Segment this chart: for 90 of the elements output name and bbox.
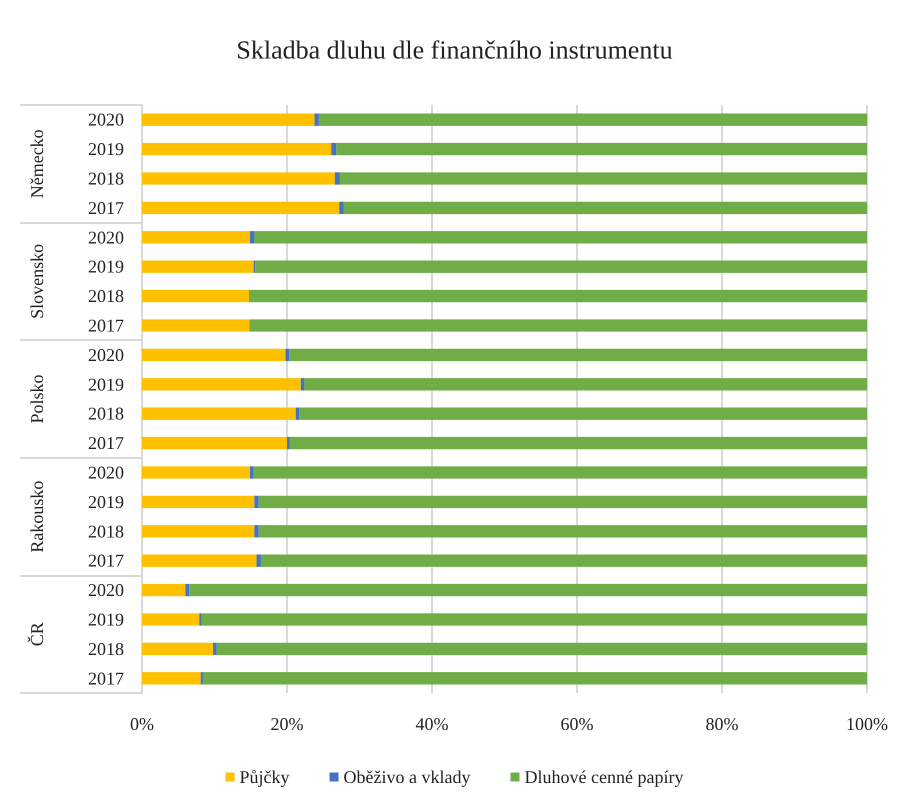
x-tick-label: 0% — [130, 714, 154, 734]
bar — [296, 408, 300, 420]
bar — [287, 436, 290, 450]
bar — [142, 466, 250, 479]
bar — [339, 202, 344, 214]
bar — [331, 142, 336, 156]
bar — [300, 378, 304, 390]
bar — [142, 525, 254, 538]
bar — [254, 466, 867, 479]
text: Německo — [27, 129, 47, 198]
bar — [142, 496, 254, 508]
bar — [142, 172, 335, 185]
text: ČR — [27, 622, 47, 646]
bar — [142, 613, 200, 626]
bar — [142, 290, 250, 302]
y-tick-label: 2020 — [88, 344, 124, 365]
bar — [334, 172, 340, 185]
bar — [290, 436, 867, 450]
y-tick-label: 2019 — [88, 139, 124, 160]
bar — [249, 319, 867, 332]
bar — [256, 554, 261, 567]
bar — [142, 202, 340, 214]
y-tick-label: 2018 — [88, 521, 124, 542]
bar — [318, 114, 867, 126]
bar — [289, 348, 867, 362]
bar — [189, 584, 867, 596]
x-tick-label: 40% — [416, 714, 448, 734]
bar — [286, 348, 290, 362]
bar — [255, 260, 867, 273]
bar — [142, 584, 186, 596]
bar — [186, 584, 190, 596]
bar — [216, 642, 867, 656]
bar — [250, 231, 254, 244]
y-tick-label: 2020 — [88, 110, 124, 130]
bar — [258, 496, 867, 508]
bar — [344, 202, 867, 214]
y-tick-label: 2018 — [88, 404, 124, 424]
bar — [250, 290, 867, 302]
y-tick-label: 2018 — [88, 638, 124, 659]
text: Slovensko — [27, 244, 47, 319]
x-tick-label: 100% — [846, 714, 888, 734]
y-tick-label: 2020 — [88, 462, 124, 482]
bar — [258, 525, 867, 538]
bar — [260, 554, 867, 567]
legend-label: Oběživo a vklady — [344, 767, 471, 787]
y-tick-label: 2019 — [88, 256, 124, 277]
y-tick-label: 2018 — [88, 286, 124, 306]
bar — [201, 613, 867, 626]
y-tick-label: 2019 — [88, 492, 124, 512]
bar — [250, 466, 254, 479]
legend-label: Půjčky — [240, 767, 290, 787]
x-tick-label: 80% — [706, 714, 738, 734]
y-tick-label: 2019 — [88, 610, 124, 630]
y-tick-label: 2017 — [88, 550, 124, 571]
bar — [142, 260, 254, 273]
y-tick-label: 2017 — [88, 433, 124, 454]
bar — [142, 142, 332, 156]
x-tick-label: 60% — [560, 714, 594, 734]
bar — [314, 114, 319, 126]
bar — [336, 142, 867, 156]
bar — [202, 672, 867, 684]
bar — [142, 114, 315, 126]
text: Polsko — [27, 374, 47, 424]
y-tick-label: 2017 — [88, 198, 124, 218]
bar — [304, 378, 867, 390]
bar — [254, 496, 259, 508]
bar — [142, 231, 250, 244]
y-tick-label: 2020 — [88, 580, 124, 600]
bar — [142, 378, 301, 390]
bar — [340, 172, 867, 185]
y-tick-label: 2018 — [88, 168, 124, 188]
bar — [142, 436, 287, 450]
bar — [142, 554, 257, 567]
bar — [213, 642, 217, 656]
y-tick-label: 2020 — [88, 227, 124, 248]
y-tick-label: 2019 — [88, 374, 124, 394]
x-tick-label: 20% — [270, 714, 304, 734]
bar — [142, 319, 250, 332]
bar — [254, 525, 259, 538]
bar — [254, 231, 867, 244]
chart-title: Skladba dluhu dle finančního instrumentu — [236, 36, 673, 64]
y-tick-label: 2017 — [88, 316, 124, 336]
bar — [299, 408, 867, 420]
legend-label: Dluhové cenné papíry — [524, 767, 684, 787]
bar — [142, 348, 286, 362]
bar — [142, 642, 214, 656]
y-tick-label: 2017 — [88, 668, 124, 688]
bar — [142, 672, 201, 684]
bar — [142, 408, 296, 420]
text: Rakousko — [27, 480, 47, 553]
